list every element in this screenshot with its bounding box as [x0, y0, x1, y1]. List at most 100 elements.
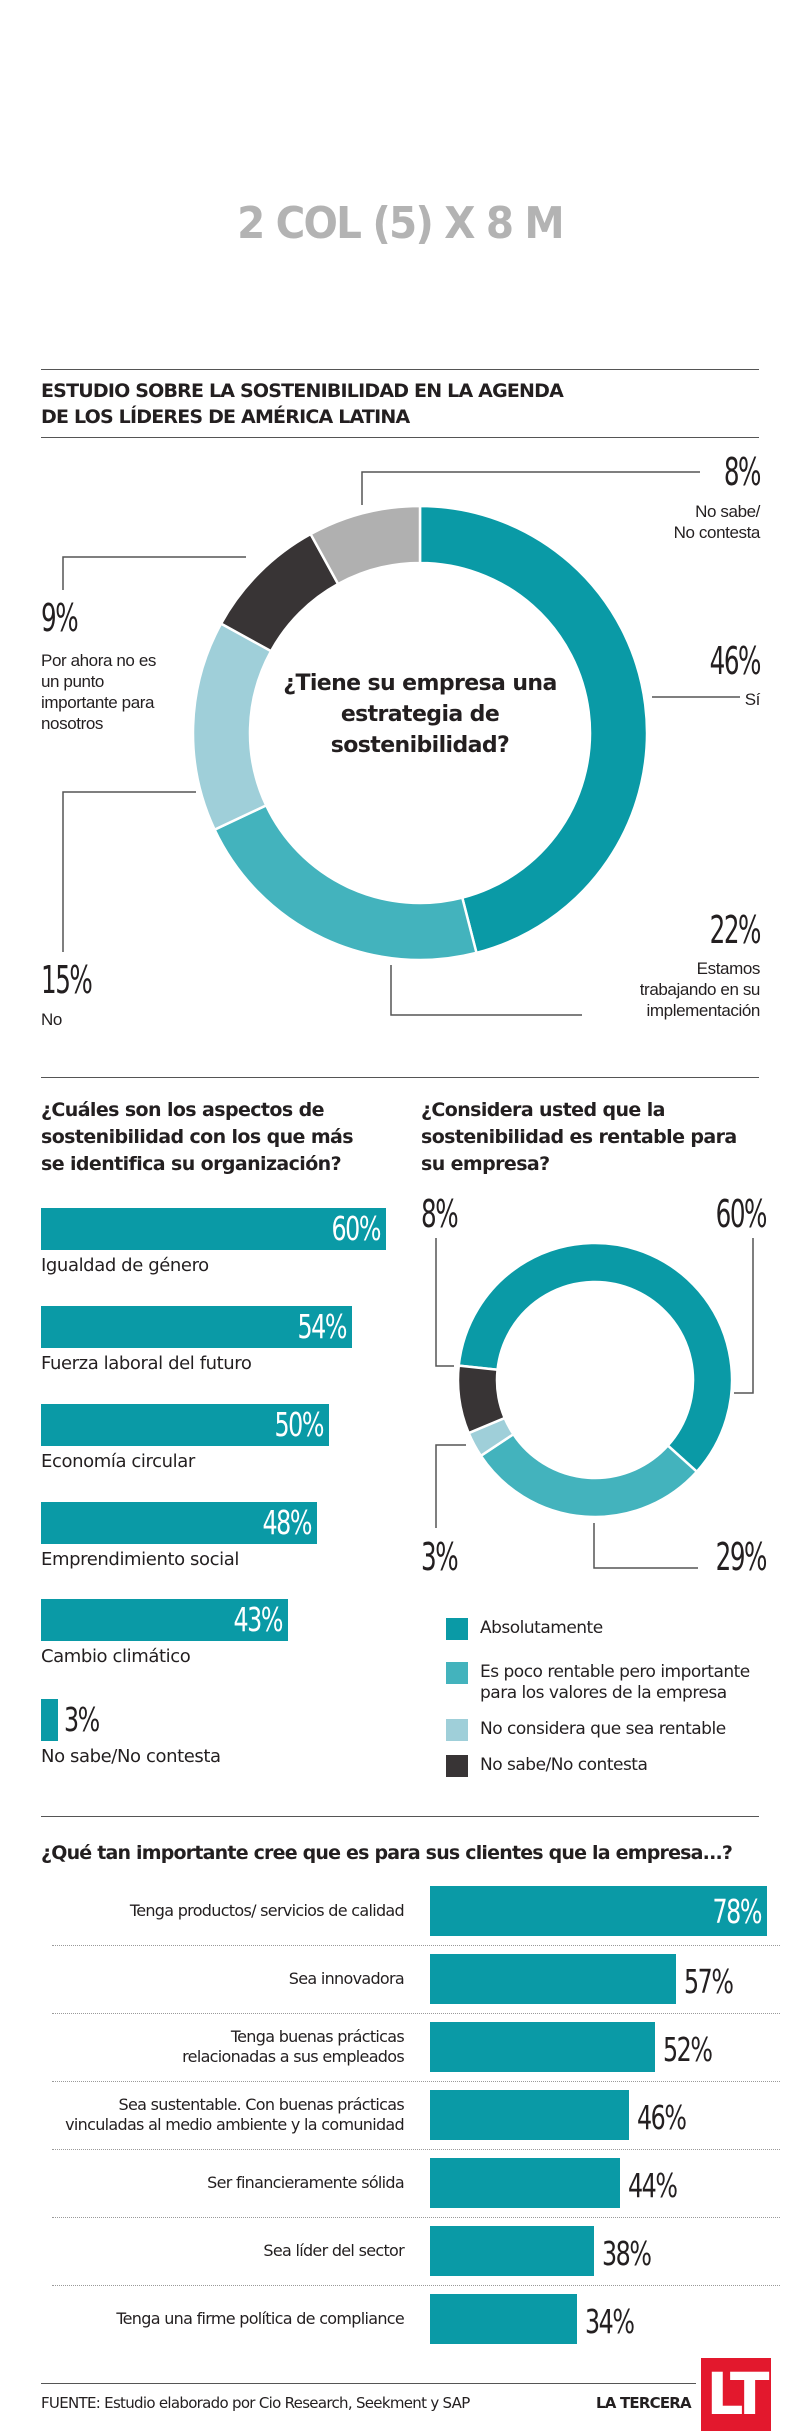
label-8pct: 8% — [660, 450, 762, 494]
client-priority-label: Tenga buenas prácticas relacionadas a sus… — [34, 2027, 405, 2067]
label-line: implementación — [646, 1001, 761, 1020]
legend-label: No considera que sea rentable — [480, 1719, 726, 1739]
label-46pct: 46% — [660, 639, 762, 683]
aspect-bar — [41, 1599, 289, 1641]
donut-slice-1 — [479, 1432, 699, 1519]
row-separator — [52, 2285, 780, 2286]
aspect-bar-value: 43% — [233, 1600, 284, 1639]
donut-slice-3 — [456, 1364, 507, 1435]
client-priority-label: Tenga una firme política de compliance — [34, 2309, 404, 2329]
aspect-bar — [41, 1208, 386, 1250]
rentable-question: ¿Considera usted que la sostenibilidad e… — [421, 1097, 781, 1178]
leader-line-22pct — [390, 965, 582, 1016]
client-priority-label-line: vinculadas al medio ambiente y la comuni… — [65, 2115, 405, 2134]
client-priority-bar — [430, 2226, 595, 2276]
footer-rule — [41, 2383, 696, 2384]
client-priority-value: 78% — [712, 1892, 763, 1931]
label-15pct: 15% — [41, 960, 141, 1000]
label-line: importante para — [41, 693, 155, 712]
aspect-bar-label: Fuerza laboral del futuro — [41, 1353, 252, 1374]
label-line: trabajando en su — [639, 980, 761, 999]
client-priority-value: 46% — [636, 2098, 687, 2137]
leader-line-9pct — [62, 556, 246, 590]
donut-slice-0 — [457, 1241, 734, 1474]
client-priority-label: Tenga productos/ servicios de calidad — [34, 1901, 405, 1921]
client-priority-label: Sea innovadora — [34, 1969, 405, 1989]
label-line: No sabe/ — [695, 502, 760, 521]
aspect-bar-value: 54% — [297, 1307, 347, 1346]
aspect-bar-value: 48% — [262, 1503, 313, 1542]
aspect-bar — [41, 1306, 352, 1348]
leader-line-15pct — [62, 791, 196, 952]
aspect-bar — [41, 1502, 317, 1544]
slice-label-no: No — [41, 1010, 62, 1029]
value-label: 46% — [709, 639, 762, 683]
row-separator — [52, 2217, 780, 2218]
client-priority-bar — [430, 2294, 577, 2344]
client-priority-label: Sea sustentable. Con buenas prácticas vin… — [34, 2095, 405, 2135]
row-separator — [52, 2081, 780, 2082]
question-line: su empresa? — [421, 1153, 550, 1175]
value-label: 15% — [41, 958, 93, 1002]
legend-swatch-poco-rentable — [446, 1662, 468, 1684]
center-question-line-3: sostenibilidad? — [330, 733, 510, 758]
aspect-bar-value: 50% — [274, 1405, 324, 1444]
question-line: se identifica su organización? — [41, 1153, 342, 1175]
client-priority-label-line: Sea líder del sector — [263, 2241, 404, 2260]
title-bottom-rule — [41, 437, 759, 438]
client-priority-label-line: Sea innovadora — [288, 1969, 405, 1988]
slice-label-no-sabe: No sabe/ No contesta — [560, 501, 761, 543]
center-question-line-2: estrategia de — [340, 702, 500, 727]
aspect-bar-value: 3% — [64, 1700, 100, 1739]
rentable-donut-chart — [435, 1238, 754, 1569]
aspect-bar-label: Economía circular — [41, 1451, 195, 1472]
section-rule-2 — [41, 1816, 759, 1817]
donut-center-question: ¿Tiene su empresa una estrategia de sost… — [270, 668, 570, 761]
label-line: Estamos — [696, 959, 761, 978]
client-priority-label-line: Sea sustentable. Con buenas prácticas — [118, 2095, 405, 2114]
client-priority-label-line: Tenga una firme política de compliance — [116, 2309, 404, 2328]
aspect-bar-value: 60% — [331, 1209, 382, 1248]
client-priority-value: 34% — [584, 2302, 635, 2341]
la-tercera-logo: LT — [701, 2358, 771, 2431]
center-question-line-1: ¿Tiene su empresa una — [283, 671, 557, 696]
aspect-bar-label: No sabe/No contesta — [41, 1746, 221, 1767]
question-line: sostenibilidad es rentable para — [421, 1126, 737, 1148]
value-label: 60% — [715, 1192, 768, 1236]
client-priority-label: Ser financieramente sólida — [34, 2173, 405, 2193]
value-label: 8% — [421, 1192, 459, 1236]
label-rentable-29pct: 29% — [666, 1535, 768, 1579]
value-label: 8% — [723, 450, 762, 494]
main-title-line-2: DE LOS LÍDERES DE AMÉRICA LATINA — [41, 406, 410, 428]
main-title: ESTUDIO SOBRE LA SOSTENIBILIDAD EN LA AG… — [41, 378, 681, 430]
label-line: Por ahora no es — [41, 651, 156, 670]
client-priority-label-line: relacionadas a sus empleados — [182, 2047, 405, 2066]
client-priority-label-line: Tenga productos/ servicios de calidad — [129, 1901, 405, 1920]
client-priority-value: 57% — [684, 1962, 734, 2001]
label-rentable-8pct: 8% — [421, 1194, 521, 1234]
leader-line-rentable-60pct — [734, 1238, 754, 1394]
client-priority-bar — [430, 2158, 621, 2208]
leader-line-rentable-8pct — [435, 1238, 454, 1367]
legend-label: Absolutamente — [480, 1618, 603, 1638]
client-priority-bar — [430, 1954, 677, 2004]
legend-label-line: para los valores de la empresa — [480, 1683, 727, 1703]
value-label: 29% — [715, 1535, 768, 1579]
client-priority-value: 38% — [602, 2234, 652, 2273]
legend-label: No sabe/No contesta — [480, 1755, 648, 1775]
label-rentable-3pct: 3% — [421, 1537, 521, 1577]
aspect-bar-label: Cambio climático — [41, 1646, 191, 1667]
legend-label: Es poco rentable pero importante para lo… — [480, 1662, 790, 1704]
legend-swatch-no-sabe — [446, 1755, 468, 1777]
brand-name: LA TERCERA — [596, 2394, 692, 2412]
clients-question: ¿Qué tan importante cree que es para sus… — [41, 1842, 733, 1864]
client-priority-bar — [430, 2090, 629, 2140]
client-priority-value: 44% — [628, 2166, 678, 2205]
label-line: No contesta — [673, 523, 761, 542]
leader-line-8pct — [361, 471, 700, 505]
aspect-bar-label: Emprendimiento social — [41, 1549, 239, 1570]
client-priority-label-line: Tenga buenas prácticas — [230, 2027, 405, 2046]
row-separator — [52, 2013, 780, 2014]
row-separator — [52, 1945, 780, 1946]
row-separator — [52, 2149, 780, 2150]
